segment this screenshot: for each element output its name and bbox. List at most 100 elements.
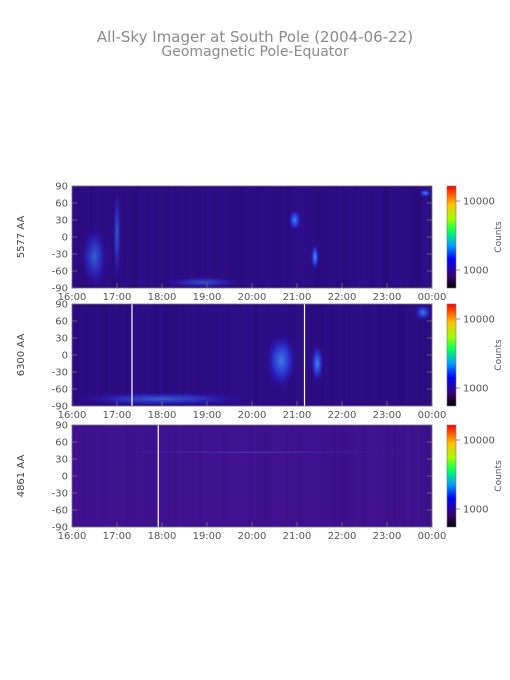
aurora-feature (418, 188, 432, 198)
heatmap-cell-column (150, 186, 154, 288)
heatmap-cell-column (216, 425, 220, 527)
heatmap-cell-column (219, 304, 223, 406)
colorbar-tick-label: 10000 (463, 436, 495, 447)
heatmap-cell-column (297, 304, 301, 406)
heatmap-cell-column (300, 425, 304, 527)
heatmap-cell-column (405, 186, 409, 288)
heatmap-cell-column (189, 186, 193, 288)
heatmap-cell-column (372, 186, 376, 288)
heatmap-cell-column (174, 186, 178, 288)
heatmap-cell-column (384, 425, 388, 527)
colorbar-tick-label: 10000 (463, 197, 495, 208)
heatmap-cell-column (213, 304, 217, 406)
heatmap-cell-column (360, 186, 364, 288)
heatmap-cell-column (225, 186, 229, 288)
heatmap-cell-column (138, 425, 142, 527)
heatmap-cell-column (309, 186, 313, 288)
heatmap-cell-column (336, 425, 340, 527)
heatmap-cell-column (417, 425, 421, 527)
heatmap-cell-column (351, 425, 355, 527)
heatmap-cell-column (183, 186, 187, 288)
heatmap-cell-column (177, 304, 181, 406)
heatmap-cell-column (300, 186, 304, 288)
heatmap-cell-column (174, 425, 178, 527)
heatmap-cell-column (93, 425, 97, 527)
heatmap-cell-column (195, 186, 199, 288)
chart-title-line2: Geomagnetic Pole-Equator (161, 44, 348, 60)
aurora-feature (72, 451, 432, 454)
heatmap-cell-column (153, 425, 157, 527)
heatmap-cell-column (372, 425, 376, 527)
heatmap-cell-column (306, 425, 310, 527)
heatmap-cell-column (327, 186, 331, 288)
heatmap-cell-column (132, 425, 136, 527)
aurora-feature (265, 332, 297, 389)
x-tick-label: 20:00 (238, 410, 267, 421)
heatmap-cell-column (225, 425, 229, 527)
chart-title-line1: All-Sky Imager at South Pole (2004-06-22… (97, 28, 413, 46)
heatmap-cell-column (219, 186, 223, 288)
heatmap-cell-column (369, 304, 373, 406)
heatmap-cell-column (132, 186, 136, 288)
heatmap-cell-column (333, 186, 337, 288)
heatmap-cell-column (384, 186, 388, 288)
heatmap-cell-column (228, 186, 232, 288)
heatmap-cell-column (78, 304, 82, 406)
colorbar-label: Counts (494, 221, 504, 253)
heatmap-cell-column (414, 304, 418, 406)
heatmap-cell-column (147, 304, 151, 406)
heatmap-cell-column (291, 425, 295, 527)
heatmap-cell-column (222, 304, 226, 406)
heatmap-cell-column (315, 425, 319, 527)
heatmap-cell-column (294, 425, 298, 527)
heatmap-cell-column (408, 186, 412, 288)
heatmap-cell-column (165, 304, 169, 406)
heatmap-cell-column (261, 186, 265, 288)
heatmap-cell-column (102, 425, 106, 527)
heatmap-cell-column (93, 304, 97, 406)
heatmap-cell-column (408, 304, 412, 406)
heatmap-cell-column (258, 304, 262, 406)
y-tick-label: -60 (52, 267, 68, 278)
heatmap-cell-column (186, 186, 190, 288)
heatmap-cell-column (237, 425, 241, 527)
heatmap-cell-column (120, 304, 124, 406)
heatmap-cell-column (369, 186, 373, 288)
heatmap-cell-column (105, 425, 109, 527)
heatmap-cell-column (261, 425, 265, 527)
x-tick-label: 16:00 (58, 410, 87, 421)
heatmap-cell-column (141, 186, 145, 288)
heatmap-cell-column (81, 425, 85, 527)
y-axis-label: 4861 AA (16, 455, 27, 498)
heatmap-cell-column (192, 186, 196, 288)
colorbar-tick-label: 1000 (463, 505, 488, 516)
heatmap-cell-column (84, 304, 88, 406)
heatmap-cell-column (420, 186, 424, 288)
heatmap-cell-column (78, 186, 82, 288)
x-tick-label: 19:00 (193, 410, 222, 421)
heatmap-cell-column (324, 425, 328, 527)
heatmap-cell-column (270, 425, 274, 527)
colorbar (447, 425, 456, 527)
colorbar-tick-label: 1000 (463, 384, 488, 395)
heatmap-cell-column (303, 425, 307, 527)
heatmap-cell-column (243, 304, 247, 406)
heatmap-cell-column (240, 304, 244, 406)
heatmap-cell-column (228, 304, 232, 406)
aurora-feature (310, 343, 324, 384)
heatmap-cell-column (384, 304, 388, 406)
heatmap-background (72, 186, 432, 288)
heatmap-cell-column (324, 186, 328, 288)
heatmap-cell-column (288, 425, 292, 527)
heatmap-cell-column (363, 186, 367, 288)
heatmap-cell-column (279, 425, 283, 527)
y-axis-label: 6300 AA (16, 334, 27, 377)
colorbar-frame (446, 424, 457, 528)
heatmap-cell-column (345, 304, 349, 406)
heatmap-cell-column (381, 186, 385, 288)
heatmap-cell-column (87, 304, 91, 406)
heatmap-cell-column (390, 304, 394, 406)
x-tick-label: 17:00 (103, 410, 132, 421)
